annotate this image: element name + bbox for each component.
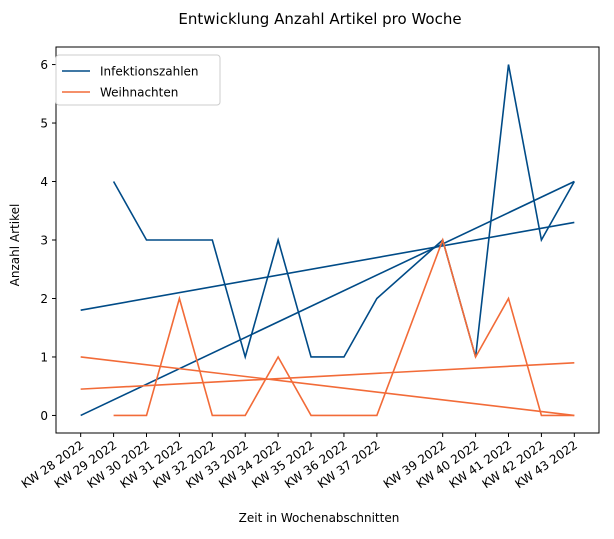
y-tick-label: 3 xyxy=(40,234,48,248)
trend-line-4 xyxy=(80,356,575,417)
y-tick-label: 4 xyxy=(40,175,48,189)
y-tick-label: 2 xyxy=(40,292,48,306)
y-tick-label: 1 xyxy=(40,350,48,364)
y-tick-label: 5 xyxy=(40,117,48,131)
legend-box xyxy=(55,54,221,106)
y-tick-label: 0 xyxy=(40,409,48,423)
trend-line-3 xyxy=(80,362,575,390)
legend-label-weihnachten: Weihnachten xyxy=(100,86,178,100)
trend-line-2 xyxy=(80,180,575,417)
legend-label-infektionszahlen: Infektionszahlen xyxy=(100,65,199,79)
x-axis-label: Zeit in Wochenabschnitten xyxy=(239,511,400,525)
series-line-weihnachten xyxy=(113,237,575,417)
y-tick-label: 6 xyxy=(40,58,48,72)
series-line-infektionszahlen xyxy=(112,64,576,360)
y-axis-label: Anzahl Artikel xyxy=(8,204,22,287)
chart-title: Entwicklung Anzahl Artikel pro Woche xyxy=(178,10,461,28)
trend-line-1 xyxy=(80,221,575,311)
legend: Infektionszahlen Weihnachten xyxy=(55,54,221,106)
